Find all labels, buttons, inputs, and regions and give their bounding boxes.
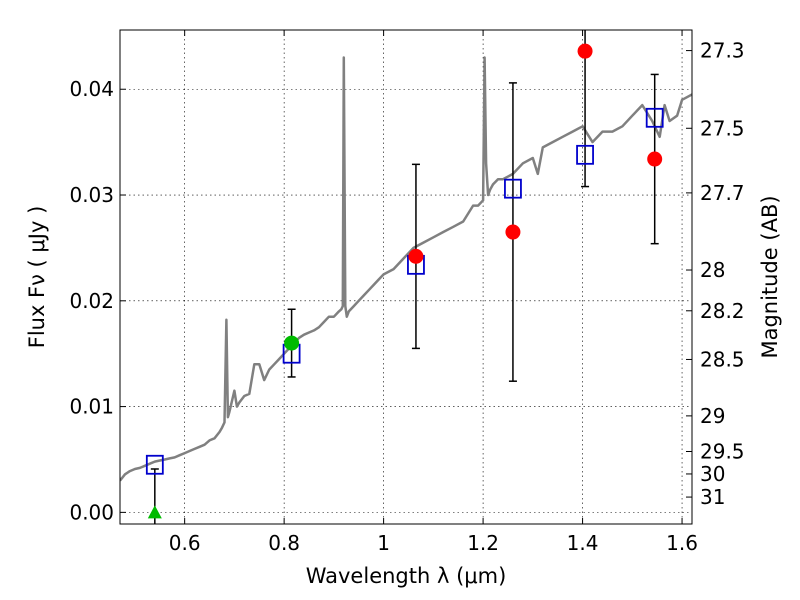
x-tick-label: 0.8 (268, 531, 300, 555)
mag-tick-label: 29.5 (700, 439, 745, 463)
spectrum-line (120, 56, 692, 482)
mag-tick-label: 27.5 (700, 116, 745, 140)
upper-limit-marker (147, 505, 162, 519)
flux-point (647, 151, 663, 167)
y-tick-label: 0.02 (69, 289, 114, 313)
plot-background (120, 30, 692, 524)
flux-point (505, 224, 521, 240)
y-tick-label: 0.00 (69, 500, 114, 524)
y-tick-label: 0.04 (69, 77, 114, 101)
mag-tick-label: 29 (700, 404, 725, 428)
x-axis-label: Wavelength λ (μm) (306, 564, 507, 588)
mag-tick-label: 28 (700, 258, 725, 282)
model-square-marker (504, 178, 522, 199)
mag-tick-label: 27.3 (700, 39, 745, 63)
y-tick-label: 0.03 (69, 183, 114, 207)
x-tick-label: 1 (377, 531, 390, 555)
flux-point (284, 335, 300, 351)
x-tick-label: 1.2 (467, 531, 499, 555)
mag-tick-label: 30 (700, 462, 725, 486)
y2-axis-label: Magnitude (AB) (758, 195, 782, 358)
series-layer (120, 30, 692, 524)
flux-point (408, 248, 424, 264)
x-tick-label: 1.4 (567, 531, 599, 555)
ticks: 0.6 0.8 1 1.2 1.4 1.6 0.00 0.01 0.02 0.03 0.04 27.3… (69, 30, 745, 555)
y-axis-label: Flux Fν ( μJy ) (25, 206, 49, 349)
mag-tick-label: 27.7 (700, 181, 745, 205)
y-tick-label: 0.01 (69, 395, 114, 419)
x-tick-label: 0.6 (169, 531, 201, 555)
flux-point (577, 43, 593, 59)
mag-tick-label: 28.5 (700, 347, 745, 371)
x-tick-label: 1.6 (666, 531, 698, 555)
plot-frame (119, 29, 693, 525)
model-square-marker (645, 107, 664, 128)
model-square-marker (145, 454, 164, 475)
mag-tick-label: 31 (700, 485, 725, 509)
model-square-marker (576, 144, 594, 165)
mag-tick-label: 28.2 (700, 299, 745, 323)
